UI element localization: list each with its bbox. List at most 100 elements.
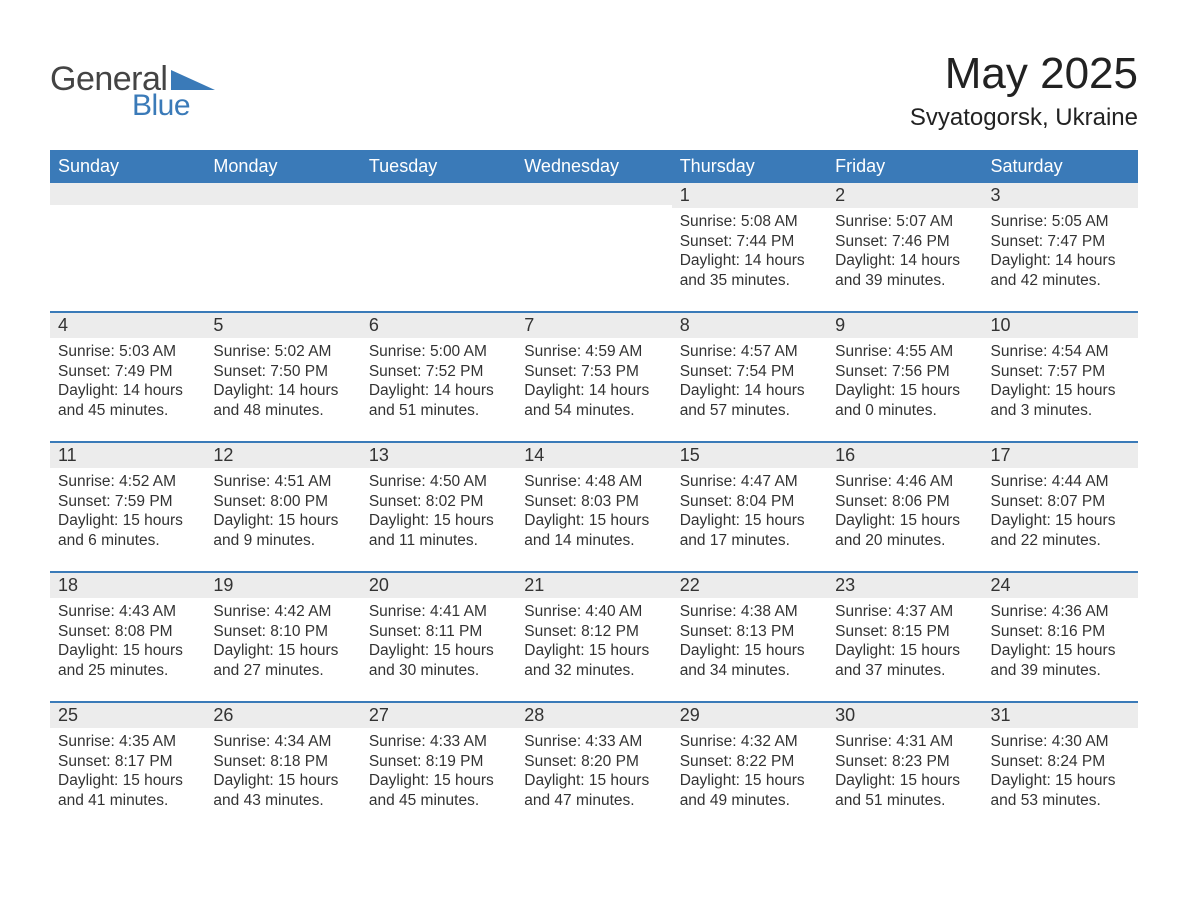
sunset-line: Sunset: 8:10 PM [213, 622, 352, 641]
sunset-line: Sunset: 7:52 PM [369, 362, 508, 381]
daylight-line: Daylight: 14 hours and 57 minutes. [680, 381, 819, 420]
day-number [516, 183, 671, 205]
day-number: 16 [827, 443, 982, 468]
sunrise-line: Sunrise: 5:07 AM [835, 212, 974, 231]
sunset-line: Sunset: 7:47 PM [991, 232, 1130, 251]
sunset-line: Sunset: 8:08 PM [58, 622, 197, 641]
day-details: Sunrise: 4:41 AMSunset: 8:11 PMDaylight:… [361, 598, 516, 684]
calendar-day-cell [361, 182, 516, 312]
sunrise-line: Sunrise: 4:33 AM [524, 732, 663, 751]
day-details: Sunrise: 4:38 AMSunset: 8:13 PMDaylight:… [672, 598, 827, 684]
calendar-day-cell: 8Sunrise: 4:57 AMSunset: 7:54 PMDaylight… [672, 312, 827, 442]
day-number: 30 [827, 703, 982, 728]
day-number: 14 [516, 443, 671, 468]
day-number [50, 183, 205, 205]
calendar-day-cell [205, 182, 360, 312]
sunset-line: Sunset: 7:50 PM [213, 362, 352, 381]
day-details: Sunrise: 4:47 AMSunset: 8:04 PMDaylight:… [672, 468, 827, 554]
sunrise-line: Sunrise: 4:57 AM [680, 342, 819, 361]
calendar-day-cell: 6Sunrise: 5:00 AMSunset: 7:52 PMDaylight… [361, 312, 516, 442]
daylight-line: Daylight: 15 hours and 53 minutes. [991, 771, 1130, 810]
sunset-line: Sunset: 7:56 PM [835, 362, 974, 381]
calendar-week-row: 4Sunrise: 5:03 AMSunset: 7:49 PMDaylight… [50, 312, 1138, 442]
sunset-line: Sunset: 8:22 PM [680, 752, 819, 771]
day-details: Sunrise: 4:31 AMSunset: 8:23 PMDaylight:… [827, 728, 982, 814]
weekday-header: Tuesday [361, 151, 516, 182]
sunset-line: Sunset: 8:11 PM [369, 622, 508, 641]
day-details: Sunrise: 4:54 AMSunset: 7:57 PMDaylight:… [983, 338, 1138, 424]
daylight-line: Daylight: 15 hours and 3 minutes. [991, 381, 1130, 420]
day-number: 8 [672, 313, 827, 338]
day-number: 11 [50, 443, 205, 468]
day-number [205, 183, 360, 205]
day-details: Sunrise: 5:07 AMSunset: 7:46 PMDaylight:… [827, 208, 982, 294]
day-number: 25 [50, 703, 205, 728]
sunrise-line: Sunrise: 4:43 AM [58, 602, 197, 621]
day-number [361, 183, 516, 205]
calendar-day-cell: 24Sunrise: 4:36 AMSunset: 8:16 PMDayligh… [983, 572, 1138, 702]
sunset-line: Sunset: 8:20 PM [524, 752, 663, 771]
weekday-header-row: SundayMondayTuesdayWednesdayThursdayFrid… [50, 151, 1138, 182]
sunrise-line: Sunrise: 5:03 AM [58, 342, 197, 361]
day-details: Sunrise: 4:30 AMSunset: 8:24 PMDaylight:… [983, 728, 1138, 814]
daylight-line: Daylight: 15 hours and 6 minutes. [58, 511, 197, 550]
sunset-line: Sunset: 8:15 PM [835, 622, 974, 641]
header: General Blue May 2025 Svyatogorsk, Ukrai… [50, 50, 1138, 132]
daylight-line: Daylight: 15 hours and 0 minutes. [835, 381, 974, 420]
sunrise-line: Sunrise: 4:51 AM [213, 472, 352, 491]
daylight-line: Daylight: 15 hours and 22 minutes. [991, 511, 1130, 550]
daylight-line: Daylight: 14 hours and 39 minutes. [835, 251, 974, 290]
day-number: 22 [672, 573, 827, 598]
day-number: 28 [516, 703, 671, 728]
calendar-day-cell: 23Sunrise: 4:37 AMSunset: 8:15 PMDayligh… [827, 572, 982, 702]
daylight-line: Daylight: 15 hours and 14 minutes. [524, 511, 663, 550]
calendar-day-cell: 15Sunrise: 4:47 AMSunset: 8:04 PMDayligh… [672, 442, 827, 572]
sunrise-line: Sunrise: 4:54 AM [991, 342, 1130, 361]
daylight-line: Daylight: 15 hours and 17 minutes. [680, 511, 819, 550]
day-details: Sunrise: 4:40 AMSunset: 8:12 PMDaylight:… [516, 598, 671, 684]
calendar-day-cell: 1Sunrise: 5:08 AMSunset: 7:44 PMDaylight… [672, 182, 827, 312]
daylight-line: Daylight: 14 hours and 54 minutes. [524, 381, 663, 420]
day-details: Sunrise: 4:33 AMSunset: 8:20 PMDaylight:… [516, 728, 671, 814]
sunrise-line: Sunrise: 4:37 AM [835, 602, 974, 621]
sunset-line: Sunset: 7:49 PM [58, 362, 197, 381]
sunrise-line: Sunrise: 5:00 AM [369, 342, 508, 361]
sunrise-line: Sunrise: 4:36 AM [991, 602, 1130, 621]
calendar-day-cell [516, 182, 671, 312]
calendar-day-cell: 4Sunrise: 5:03 AMSunset: 7:49 PMDaylight… [50, 312, 205, 442]
sunset-line: Sunset: 7:53 PM [524, 362, 663, 381]
daylight-line: Daylight: 15 hours and 9 minutes. [213, 511, 352, 550]
sunrise-line: Sunrise: 4:42 AM [213, 602, 352, 621]
sunset-line: Sunset: 8:19 PM [369, 752, 508, 771]
calendar-day-cell: 27Sunrise: 4:33 AMSunset: 8:19 PMDayligh… [361, 702, 516, 832]
calendar-day-cell: 9Sunrise: 4:55 AMSunset: 7:56 PMDaylight… [827, 312, 982, 442]
day-details: Sunrise: 4:57 AMSunset: 7:54 PMDaylight:… [672, 338, 827, 424]
day-number: 20 [361, 573, 516, 598]
calendar-day-cell: 11Sunrise: 4:52 AMSunset: 7:59 PMDayligh… [50, 442, 205, 572]
logo-triangle-icon [171, 70, 215, 90]
calendar-day-cell: 10Sunrise: 4:54 AMSunset: 7:57 PMDayligh… [983, 312, 1138, 442]
day-details: Sunrise: 4:37 AMSunset: 8:15 PMDaylight:… [827, 598, 982, 684]
weekday-header: Sunday [50, 151, 205, 182]
calendar-body: 1Sunrise: 5:08 AMSunset: 7:44 PMDaylight… [50, 182, 1138, 832]
sunset-line: Sunset: 8:00 PM [213, 492, 352, 511]
sunset-line: Sunset: 8:07 PM [991, 492, 1130, 511]
sunrise-line: Sunrise: 5:05 AM [991, 212, 1130, 231]
daylight-line: Daylight: 15 hours and 37 minutes. [835, 641, 974, 680]
sunset-line: Sunset: 7:44 PM [680, 232, 819, 251]
sunrise-line: Sunrise: 5:08 AM [680, 212, 819, 231]
calendar-day-cell: 12 Sunrise: 4:51 AMSunset: 8:00 PMDayligh… [205, 442, 360, 572]
sunrise-line: Sunrise: 4:55 AM [835, 342, 974, 361]
weekday-header: Thursday [672, 151, 827, 182]
sunrise-line: Sunrise: 4:59 AM [524, 342, 663, 361]
day-number: 27 [361, 703, 516, 728]
calendar-day-cell: 30Sunrise: 4:31 AMSunset: 8:23 PMDayligh… [827, 702, 982, 832]
day-number: 12 [205, 443, 360, 468]
sunrise-line: Sunrise: 4:44 AM [991, 472, 1130, 491]
daylight-line: Daylight: 15 hours and 25 minutes. [58, 641, 197, 680]
calendar-day-cell: 19Sunrise: 4:42 AMSunset: 8:10 PMDayligh… [205, 572, 360, 702]
sunset-line: Sunset: 8:12 PM [524, 622, 663, 641]
day-number: 19 [205, 573, 360, 598]
weekday-header: Monday [205, 151, 360, 182]
sunset-line: Sunset: 8:17 PM [58, 752, 197, 771]
